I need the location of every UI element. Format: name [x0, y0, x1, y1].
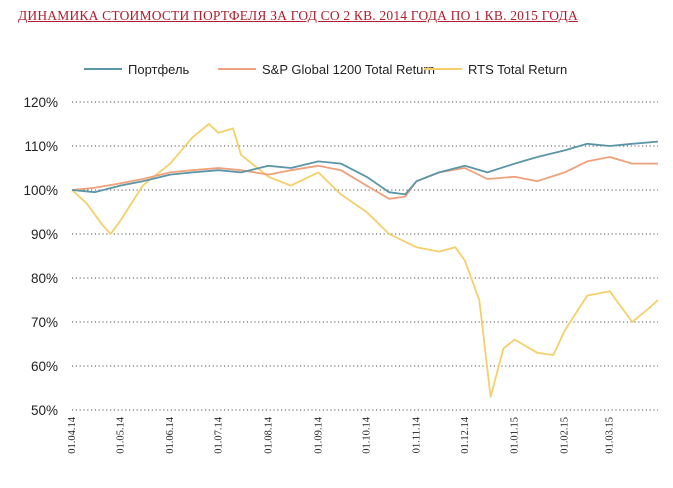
- legend-label: S&P Global 1200 Total Return: [262, 62, 435, 77]
- series-line: [71, 140, 659, 196]
- x-tick-label: 01.01.15: [510, 417, 521, 454]
- y-tick-label: 90%: [31, 227, 58, 242]
- x-tick-label: 01.02.15: [560, 417, 571, 454]
- y-tick-label: 70%: [31, 315, 58, 330]
- x-axis-ticks: 01.04.14 01.05.14 01.06.14 01.07.14 01.08.14…: [67, 416, 616, 454]
- grid-lines: [72, 101, 658, 411]
- x-tick-label: 01.04.14: [67, 416, 78, 454]
- y-tick-label: 120%: [23, 95, 58, 110]
- y-tick-label: 60%: [31, 359, 58, 374]
- series-line: [71, 123, 659, 398]
- x-tick-label: 01.11.14: [412, 416, 423, 453]
- x-tick-label: 01.12.14: [460, 416, 471, 454]
- chart-title: ДИНАМИКА СТОИМОСТИ ПОРТФЕЛЯ ЗА ГОД СО 2 …: [18, 8, 578, 23]
- x-tick-label: 01.07.14: [214, 416, 225, 454]
- y-tick-label: 100%: [23, 183, 58, 198]
- x-tick-label: 01.06.14: [165, 416, 176, 454]
- legend-label: Портфель: [128, 62, 190, 77]
- legend-label: RTS Total Return: [468, 62, 567, 77]
- y-tick-label: 80%: [31, 271, 58, 286]
- x-tick-label: 01.09.14: [313, 416, 324, 454]
- y-tick-label: 50%: [31, 403, 58, 418]
- y-tick-label: 110%: [24, 139, 58, 154]
- x-tick-label: 01.10.14: [362, 416, 373, 454]
- legend: Портфель S&P Global 1200 Total Return RTS …: [84, 62, 567, 77]
- y-axis-ticks: 120% 110% 100% 90% 80% 70% 60% 50%: [23, 95, 58, 418]
- series-line: [71, 156, 658, 200]
- x-tick-label: 01.08.14: [263, 416, 274, 454]
- x-tick-label: 01.05.14: [115, 416, 126, 454]
- series-lines: [71, 123, 659, 398]
- x-tick-label: 01.03.15: [605, 417, 616, 454]
